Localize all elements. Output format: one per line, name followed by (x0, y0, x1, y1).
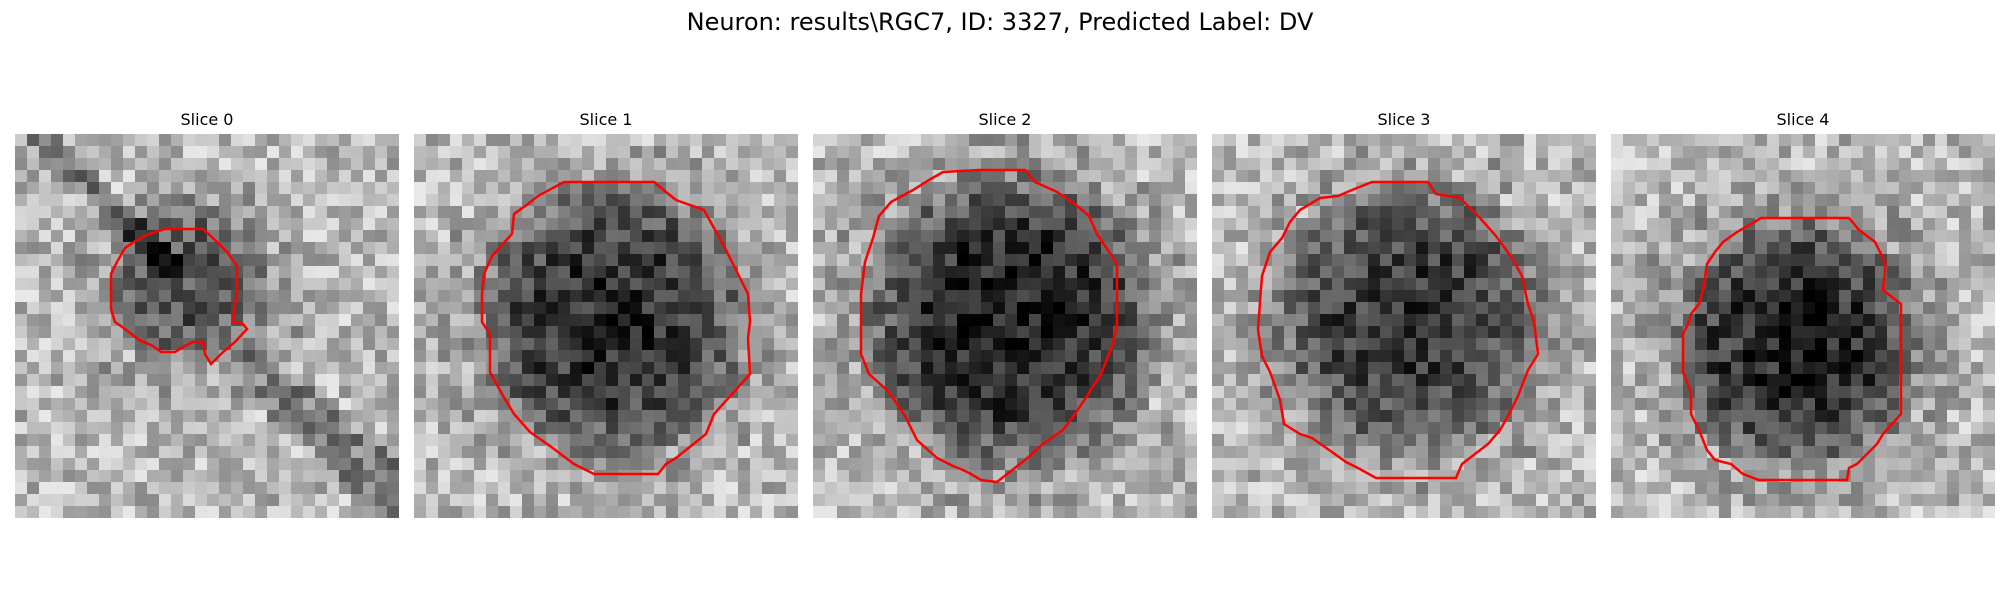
slice-title-3: Slice 3 (1377, 110, 1431, 129)
slice-title-0: Slice 0 (180, 110, 234, 129)
slice-image-4 (1611, 134, 1995, 518)
slice-title-2: Slice 2 (978, 110, 1032, 129)
slice-title-4: Slice 4 (1776, 110, 1830, 129)
slice-image-0 (15, 134, 399, 518)
slice-image-3 (1212, 134, 1596, 518)
slice-image-1 (414, 134, 798, 518)
figure-title: Neuron: results\RGC7, ID: 3327, Predicte… (686, 8, 1314, 36)
slice-title-1: Slice 1 (579, 110, 633, 129)
slice-image-2 (813, 134, 1197, 518)
